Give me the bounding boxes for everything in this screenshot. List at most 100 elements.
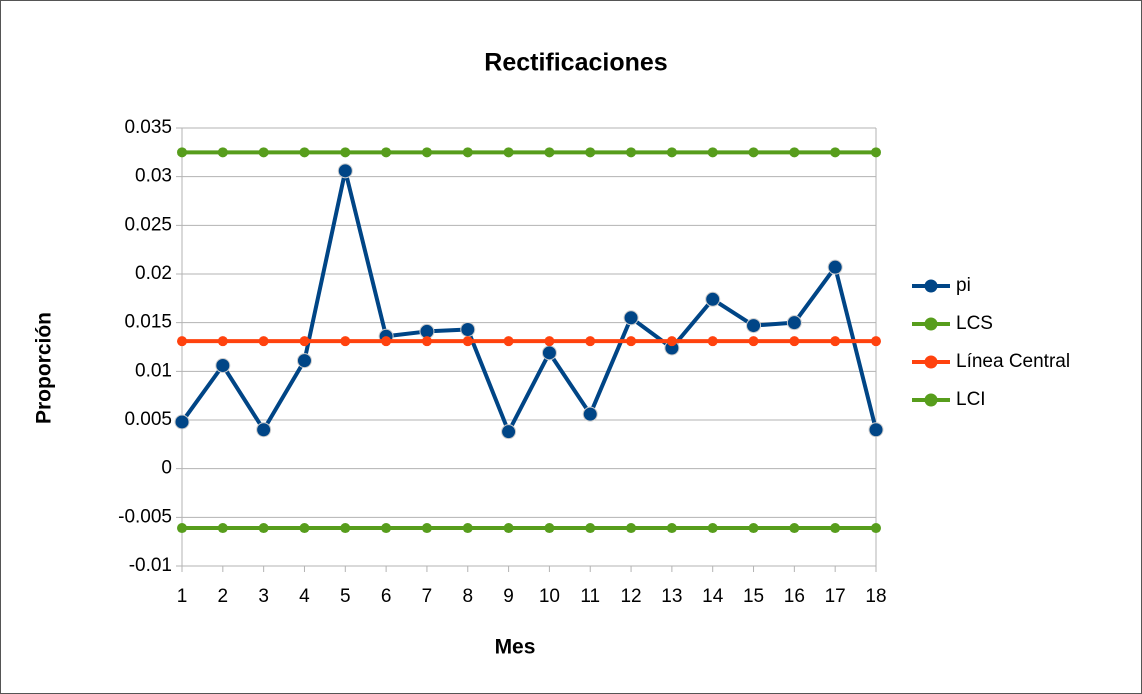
data-point	[177, 523, 187, 534]
data-point	[177, 336, 187, 347]
data-point	[503, 336, 514, 347]
data-point	[381, 523, 392, 534]
x-tick-label: 17	[825, 586, 846, 607]
data-point	[666, 523, 677, 534]
data-point	[748, 147, 759, 158]
data-point	[258, 523, 269, 534]
data-point	[215, 357, 231, 373]
legend-marker	[924, 393, 938, 407]
data-point	[258, 336, 269, 347]
legend-marker	[924, 279, 938, 293]
data-point	[666, 336, 677, 347]
data-point	[460, 321, 476, 337]
x-tick-label: 9	[503, 586, 514, 607]
data-point	[786, 315, 802, 331]
data-point	[585, 523, 596, 534]
data-point	[830, 336, 841, 347]
data-point	[501, 424, 517, 440]
y-tick-label: 0.025	[124, 214, 172, 235]
legend-marker	[924, 355, 938, 369]
data-point	[421, 147, 432, 158]
data-point	[871, 523, 881, 534]
data-point	[705, 291, 721, 307]
data-point	[299, 336, 310, 347]
y-tick-label: -0.005	[118, 506, 172, 527]
y-tick-label: 0	[161, 458, 172, 479]
data-point	[256, 422, 272, 438]
legend-label: LCI	[956, 389, 986, 410]
x-tick-label: 7	[422, 586, 433, 607]
data-point	[337, 163, 353, 179]
chart-title: Rectificaciones	[484, 49, 667, 77]
data-point	[462, 147, 473, 158]
legend-marker	[924, 317, 938, 331]
x-tick-label: 4	[299, 586, 310, 607]
data-point	[381, 336, 392, 347]
data-point	[871, 336, 881, 347]
data-point	[462, 336, 473, 347]
data-point	[626, 147, 637, 158]
y-tick-label: 0.035	[124, 117, 172, 138]
data-point	[868, 422, 884, 438]
x-tick-label: 1	[177, 586, 188, 607]
data-point	[462, 523, 473, 534]
data-point	[503, 147, 514, 158]
x-tick-label: 5	[340, 586, 351, 607]
data-point	[174, 414, 190, 430]
data-point	[541, 345, 557, 361]
data-point	[544, 523, 555, 534]
x-tick-label: 15	[743, 586, 764, 607]
data-point	[544, 336, 555, 347]
data-point	[421, 523, 432, 534]
y-tick-label: 0.005	[124, 409, 172, 430]
data-point	[217, 336, 228, 347]
y-tick-label: 0.01	[135, 360, 172, 381]
data-point	[707, 147, 718, 158]
x-tick-label: 11	[580, 586, 600, 607]
data-point	[789, 523, 800, 534]
data-point	[626, 523, 637, 534]
data-point	[666, 147, 677, 158]
data-point	[299, 147, 310, 158]
data-point	[421, 336, 432, 347]
data-point	[177, 147, 187, 158]
data-point	[748, 523, 759, 534]
x-tick-label: 6	[381, 586, 392, 607]
data-point	[707, 336, 718, 347]
data-point	[789, 336, 800, 347]
data-point	[827, 259, 843, 275]
data-point	[789, 147, 800, 158]
x-tick-label: 14	[702, 586, 724, 607]
x-tick-label: 2	[218, 586, 229, 607]
data-point	[748, 336, 759, 347]
data-point	[340, 523, 351, 534]
data-point	[340, 147, 351, 158]
legend-label: pi	[956, 275, 971, 296]
x-tick-label: 12	[620, 586, 641, 607]
data-point	[830, 523, 841, 534]
y-tick-label: 0.02	[135, 263, 172, 284]
data-point	[296, 353, 312, 369]
data-point	[544, 147, 555, 158]
data-point	[871, 147, 881, 158]
data-point	[217, 523, 228, 534]
x-tick-label: 8	[462, 586, 473, 607]
x-tick-label: 3	[258, 586, 269, 607]
data-point	[582, 406, 598, 422]
data-point	[381, 147, 392, 158]
y-tick-label: 0.015	[124, 312, 172, 333]
x-tick-label: 13	[661, 586, 682, 607]
data-point	[258, 147, 269, 158]
data-point	[217, 147, 228, 158]
y-tick-label: -0.01	[129, 555, 172, 576]
data-point	[746, 318, 762, 334]
legend-label: Línea Central	[956, 351, 1070, 372]
y-axis-label: Proporción	[33, 312, 56, 424]
x-tick-label: 18	[865, 586, 886, 607]
data-point	[340, 336, 351, 347]
legend-label: LCS	[956, 313, 993, 334]
x-axis-label: Mes	[495, 636, 536, 659]
data-point	[503, 523, 514, 534]
